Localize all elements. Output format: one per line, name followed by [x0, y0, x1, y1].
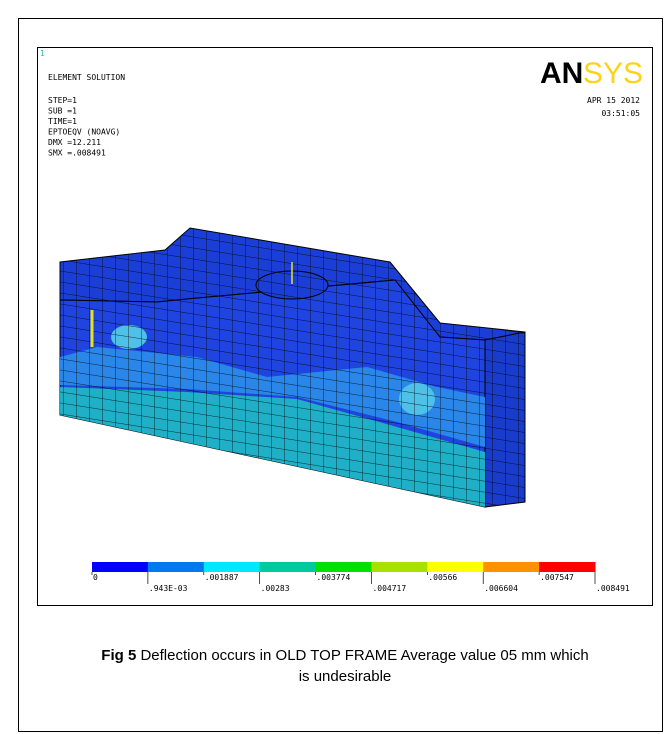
legend-label: .00283 [261, 584, 290, 593]
info-line: TIME=1 [48, 117, 77, 126]
legend-swatch [371, 562, 427, 572]
page: 1 ELEMENT SOLUTION STEP=1 SUB =1TIME=1 EPT… [0, 0, 665, 734]
legend-label: .006604 [484, 584, 518, 593]
frame-number: 1 [40, 49, 45, 58]
info-line: EPTOEQV (NOAVG) [48, 128, 120, 137]
time: 03:51:05 [601, 109, 640, 118]
legend-label: .007547 [540, 573, 574, 582]
legend-swatch [260, 562, 316, 572]
legend-swatch [539, 562, 595, 572]
legend-label: .001887 [205, 573, 239, 582]
logo-an: AN [540, 57, 583, 90]
legend-label: .004717 [372, 584, 406, 593]
info-line: DMX =12.211 [48, 138, 101, 147]
legend-swatch [427, 562, 483, 572]
legend-label: .008491 [596, 584, 630, 593]
info-line: SUB =1 [48, 107, 77, 116]
caption-label: Fig 5 [101, 647, 136, 664]
caption: Fig 5 Deflection occurs in OLD TOP FRAME… [100, 645, 590, 687]
legend-label: 0 [93, 573, 98, 582]
info-line: SMX =.008491 [48, 149, 106, 158]
caption-text: Deflection occurs in OLD TOP FRAME Avera… [140, 647, 588, 685]
logo-sys: SYS [583, 57, 643, 90]
legend-swatch [204, 562, 260, 572]
legend-swatch [483, 562, 539, 572]
legend-label: .943E-03 [149, 584, 188, 593]
legend-swatch [148, 562, 204, 572]
solution-title: ELEMENT SOLUTION [48, 73, 125, 82]
legend-swatch [316, 562, 372, 572]
date: APR 15 2012 [587, 96, 640, 105]
legend-label: .003774 [317, 573, 351, 582]
legend-swatch [92, 562, 148, 572]
info-line: STEP=1 [48, 96, 77, 105]
legend-label: .00566 [428, 573, 457, 582]
